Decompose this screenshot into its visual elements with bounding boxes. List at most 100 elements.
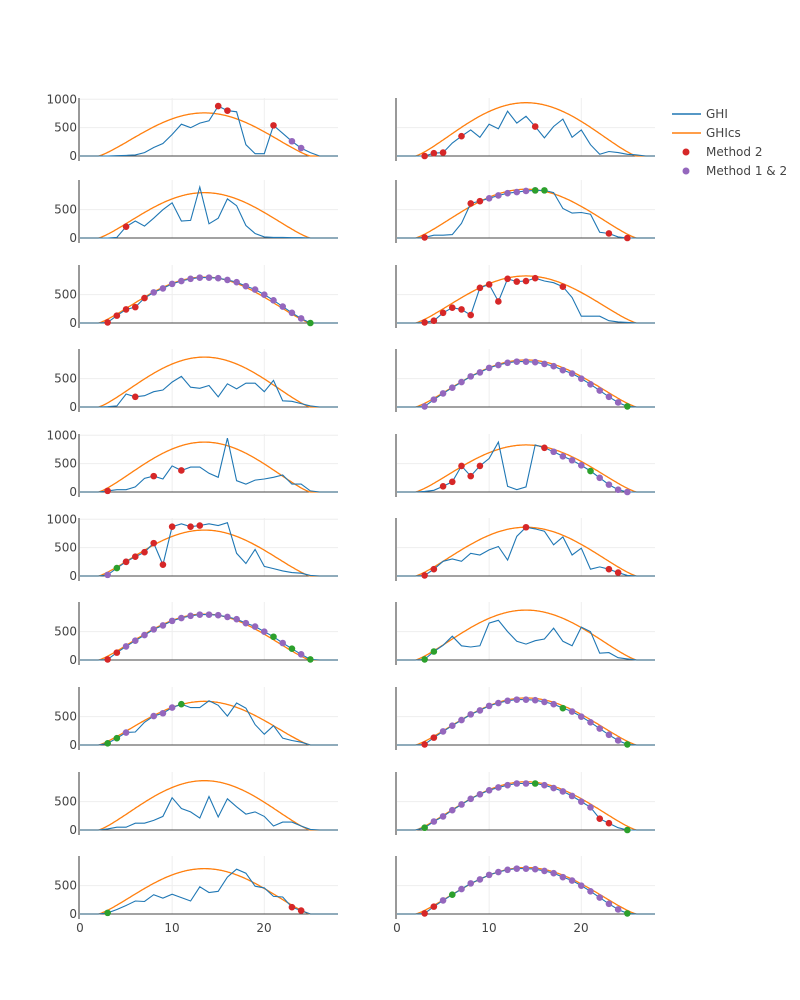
marker-method-1-2 [504, 697, 511, 705]
ghi-line [397, 440, 655, 493]
marker-method-1-2 [614, 737, 622, 744]
x-tick-label: 10 [481, 921, 496, 935]
subplot-grid: 0 500 1000 0 500 0 500 0 500 0 500 1000 0 500 1000 0 500… [46, 92, 655, 921]
y-tick-label: 500 [54, 372, 77, 386]
marker-method-1-2 [297, 144, 305, 152]
subplot-r2c1: 0 500 [54, 180, 338, 245]
marker-method-1-2 [178, 277, 185, 285]
marker-method-1-2 [587, 381, 594, 388]
marker-method-1-2 [270, 297, 277, 304]
subplot-r7c2 [395, 602, 655, 665]
marker-method-2 [467, 311, 475, 319]
marker-method-2 [531, 123, 539, 130]
marker-method-1-2 [288, 309, 296, 317]
marker-method-1-2 [605, 900, 613, 908]
subplot-r2c2 [395, 180, 655, 243]
marker-method-1-2 [485, 364, 493, 372]
ghi-line [397, 277, 655, 324]
y-tick-label: 0 [69, 149, 77, 163]
subplot-r6c2 [395, 518, 655, 581]
marker-method-1-2 [568, 792, 576, 800]
marker-method-1-2 [550, 869, 557, 877]
marker-method-1-2 [559, 366, 567, 374]
subplot-r8c2 [395, 687, 655, 750]
marker-method-1-2 [439, 728, 447, 735]
subplot-r9c1: 0 500 [54, 772, 338, 837]
marker-method-1-2 [168, 704, 176, 711]
marker-method-1-2 [260, 291, 268, 298]
marker-method-2 [297, 907, 305, 914]
y-tick-label: 500 [54, 457, 77, 471]
marker-method-1-2 [605, 481, 613, 488]
subplot-r6c1: 0 500 1000 [46, 512, 338, 583]
marker-method-2 [458, 462, 465, 470]
ghi-line [397, 619, 655, 661]
marker-method-1-2 [513, 358, 521, 365]
marker-method-2 [122, 306, 130, 313]
marker-method-1-2 [485, 195, 493, 202]
marker-method-1-2 [251, 286, 259, 293]
marker-method-1-2 [196, 274, 204, 281]
marker-method-2 [448, 304, 456, 311]
marker-other [559, 704, 567, 712]
marker-method-2 [131, 393, 139, 401]
ghics-line [397, 102, 655, 157]
marker-method-2 [596, 815, 604, 822]
marker-method-2 [430, 565, 438, 573]
subplot-r8c1: 0 500 [54, 687, 338, 752]
marker-method-2 [605, 819, 613, 827]
marker-method-1-2 [168, 280, 176, 288]
marker-method-2 [104, 656, 111, 663]
marker-method-1-2 [467, 373, 475, 380]
marker-method-2 [288, 903, 296, 911]
marker-method-1-2 [224, 276, 231, 284]
marker-method-1-2 [448, 806, 456, 814]
marker-method-1-2 [233, 278, 240, 286]
y-tick-label: 500 [54, 541, 77, 555]
marker-method-1-2 [513, 865, 521, 872]
subplot-r9c2 [395, 772, 655, 835]
y-tick-label: 0 [69, 316, 77, 330]
marker-method-2 [430, 903, 438, 910]
marker-method-1-2 [568, 370, 576, 377]
marker-method-1-2 [504, 866, 511, 874]
marker-method-1-2 [559, 873, 567, 881]
legend-item-ghi[interactable]: GHI [672, 107, 728, 121]
marker-method-1-2 [260, 628, 268, 635]
marker-method-1-2 [159, 285, 167, 292]
y-tick-label: 0 [69, 231, 77, 245]
marker-other [113, 734, 121, 742]
ghics-line [80, 112, 338, 157]
marker-method-1-2 [150, 626, 158, 633]
marker-method-2 [448, 478, 456, 486]
legend-item-ghics[interactable]: GHIcs [672, 126, 741, 140]
marker-method-1-2 [568, 456, 576, 464]
marker-method-1-2 [559, 788, 567, 795]
y-tick-label: 500 [54, 203, 77, 217]
marker-method-1-2 [439, 897, 447, 904]
marker-method-1-2 [288, 137, 296, 145]
marker-method-1-2 [568, 877, 576, 884]
subplot-r1c2 [395, 98, 655, 161]
marker-method-2 [476, 197, 484, 205]
marker-method-1-2 [485, 787, 493, 794]
legend-item-method-2[interactable]: Method 2 [682, 145, 763, 159]
marker-method-2 [131, 303, 139, 311]
y-tick-label: 1000 [46, 92, 77, 106]
legend-item-method-1-2[interactable]: Method 1 & 2 [682, 164, 788, 178]
marker-method-2 [430, 149, 438, 157]
marker-method-1-2 [224, 613, 231, 621]
marker-method-1-2 [159, 709, 167, 717]
y-tick-label: 1000 [46, 512, 77, 526]
marker-other [624, 403, 631, 410]
y-tick-label: 0 [69, 653, 77, 667]
marker-method-2 [150, 539, 158, 547]
marker-method-1-2 [624, 488, 631, 496]
subplot-r3c1: 0 500 [54, 265, 338, 330]
marker-method-1-2 [541, 698, 548, 706]
marker-method-2 [522, 277, 530, 285]
ghics-line [80, 191, 338, 239]
marker-method-2 [104, 487, 111, 495]
y-tick-label: 0 [69, 400, 77, 414]
